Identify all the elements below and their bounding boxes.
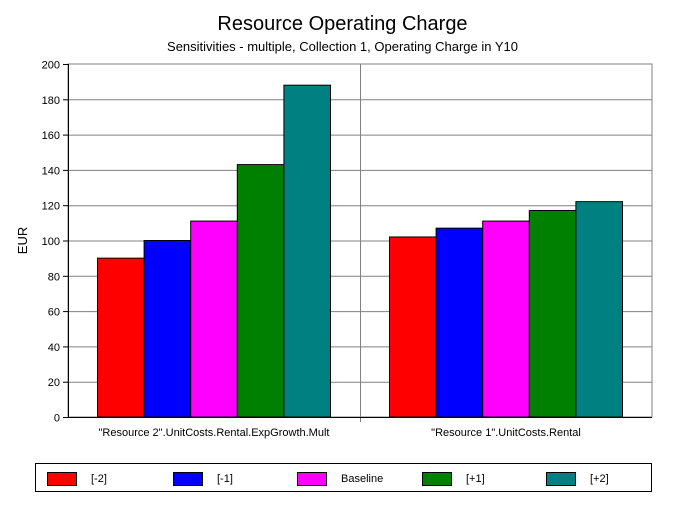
bar (482, 220, 530, 418)
y-tick-label: 40 (48, 342, 60, 354)
y-tick-label: 160 (42, 130, 60, 142)
bar (236, 164, 285, 418)
y-tick-label: 140 (42, 165, 60, 177)
bar (190, 220, 238, 418)
y-tick-label: 120 (42, 201, 60, 213)
plot-area: 0 20 40 60 80 100 120 140 160 180 200 EUR "Resource … (15, 60, 653, 439)
x-tick-label: "Resource 1".UnitCosts.Rental (431, 427, 581, 439)
bar (97, 257, 145, 418)
chart-title: Resource Operating Charge (217, 13, 468, 35)
legend-swatch (422, 472, 452, 486)
legend-label: [+1] (466, 473, 485, 485)
y-tick-label: 0 (54, 413, 60, 425)
legend-swatch (173, 472, 203, 486)
legend-swatch (47, 472, 77, 486)
y-tick-label: 20 (48, 377, 60, 389)
y-tick-label: 80 (48, 271, 60, 283)
chart-subtitle: Sensitivities - multiple, Collection 1, … (167, 39, 518, 54)
bar (389, 236, 437, 418)
legend-swatch (297, 472, 327, 486)
bar (528, 209, 577, 418)
bar (435, 227, 484, 418)
y-axis-title: EUR (15, 227, 30, 254)
bar (143, 240, 192, 418)
x-tick-label: "Resource 2".UnitCosts.Rental.ExpGrowth.… (99, 427, 330, 439)
legend-label: [-2] (91, 473, 107, 485)
bar (575, 201, 624, 418)
legend: [-2] [-1] Baseline [+1] [+2] (35, 463, 652, 492)
y-tick-label: 180 (42, 95, 60, 107)
y-tick-label: 200 (42, 60, 60, 72)
bar (283, 84, 331, 418)
legend-label: Baseline (341, 473, 384, 485)
y-tick-label: 100 (42, 236, 60, 248)
legend-label: [-1] (217, 473, 233, 485)
y-tick-label: 60 (48, 307, 60, 319)
legend-label: [+2] (590, 473, 609, 485)
legend-swatch (546, 472, 576, 486)
